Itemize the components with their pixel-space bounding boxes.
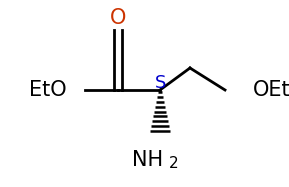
- Text: O: O: [110, 8, 126, 28]
- Text: OEt: OEt: [253, 80, 289, 100]
- Text: EtO: EtO: [29, 80, 67, 100]
- Text: S: S: [155, 74, 167, 92]
- Text: 2: 2: [169, 156, 179, 171]
- Text: NH: NH: [132, 150, 164, 170]
